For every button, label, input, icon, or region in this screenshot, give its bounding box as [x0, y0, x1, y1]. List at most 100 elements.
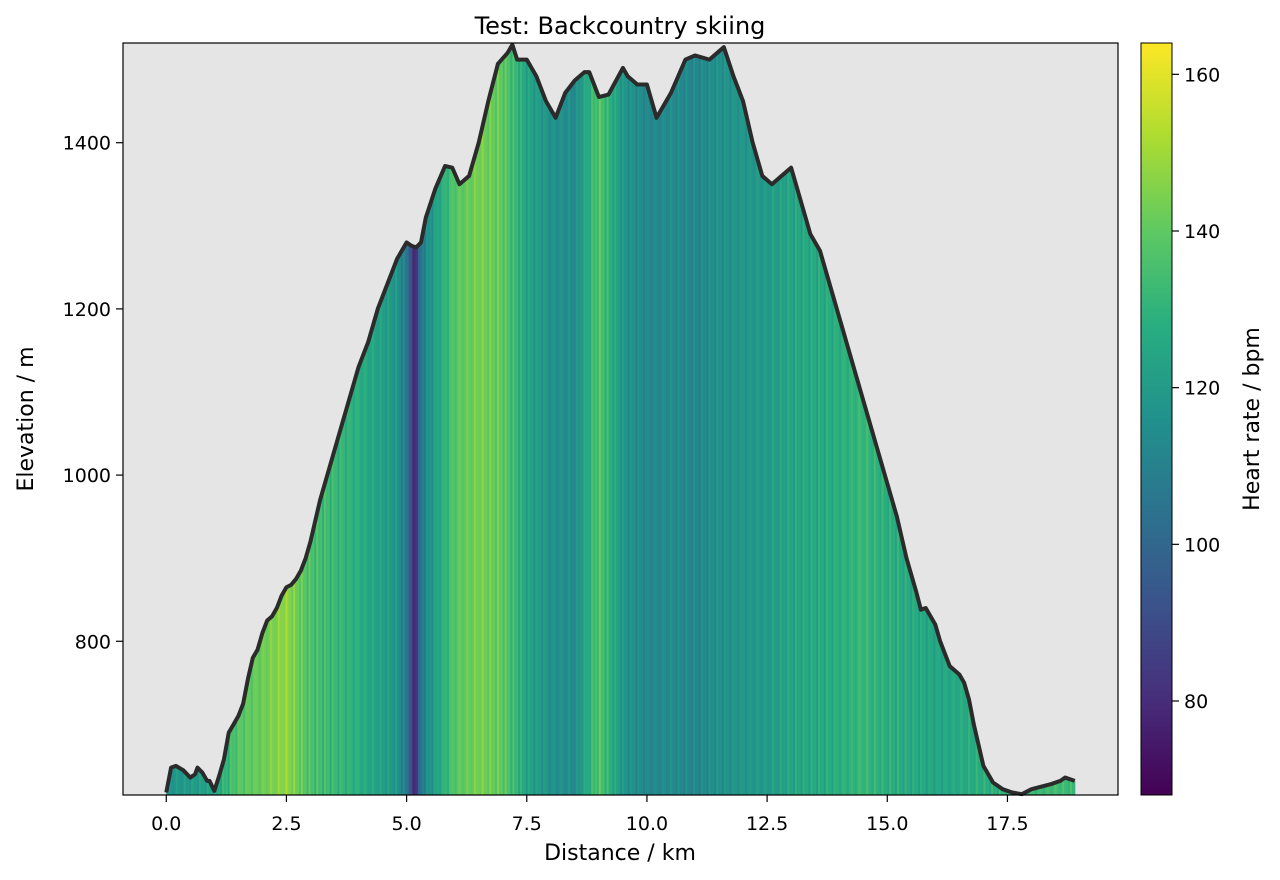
heart-rate-strip	[854, 373, 858, 795]
heart-rate-strip	[994, 784, 998, 795]
heart-rate-strip	[360, 359, 363, 795]
heart-rate-strip	[289, 585, 292, 795]
heart-rate-strip	[293, 581, 296, 795]
heart-rate-strip	[189, 777, 192, 795]
heart-rate-strip	[195, 771, 198, 795]
heart-rate-strip	[1069, 779, 1073, 795]
heart-rate-strip	[1066, 778, 1069, 795]
colorbar-tick-label: 80	[1184, 691, 1208, 713]
heart-rate-strip	[1004, 790, 1008, 795]
heart-rate-strip	[370, 332, 373, 795]
heart-rate-strip	[475, 149, 479, 796]
heart-rate-strip	[727, 61, 731, 795]
heart-rate-strip	[962, 681, 965, 795]
heart-rate-strip	[864, 406, 867, 795]
heart-rate-strip	[525, 59, 529, 796]
heart-rate-strip	[462, 180, 465, 795]
heart-rate-strip	[760, 172, 763, 795]
heart-rate-strip	[658, 112, 661, 796]
heart-rate-strip	[385, 286, 388, 795]
heart-rate-strip	[450, 167, 454, 795]
heart-rate-strip	[654, 114, 658, 795]
heart-rate-strip	[510, 46, 513, 795]
heart-rate-strip	[537, 81, 540, 796]
heart-rate-strip	[985, 770, 988, 795]
heart-rate-strip	[769, 183, 773, 795]
heart-rate-strip	[825, 274, 829, 795]
heart-rate-strip	[254, 652, 258, 795]
heart-rate-strip	[983, 767, 986, 795]
heart-rate-strip	[448, 167, 452, 796]
heart-rate-strip	[704, 58, 708, 795]
heart-rate-strip	[683, 61, 686, 795]
heart-rate-strip	[725, 55, 729, 795]
heart-rate-strip	[570, 85, 573, 795]
heart-rate-strip	[989, 777, 992, 795]
heart-rate-strip	[329, 463, 333, 795]
heart-rate-strip	[848, 353, 852, 795]
heart-rate-strip	[568, 87, 571, 796]
heart-rate-strip	[894, 513, 898, 795]
heart-rate-strip	[618, 75, 621, 795]
heart-rate-strip	[366, 344, 369, 795]
heart-rate-strip	[656, 116, 660, 796]
heart-rate-strip	[506, 52, 510, 796]
heart-rate-strip	[787, 170, 790, 795]
heart-rate-strip	[304, 558, 308, 795]
heart-rate-strip	[818, 249, 821, 795]
heart-rate-strip	[335, 443, 338, 795]
heart-rate-strip	[198, 770, 202, 795]
heart-rate-strip	[562, 97, 565, 796]
heart-rate-strip	[960, 677, 963, 795]
heart-rate-strip	[268, 618, 271, 795]
heart-rate-strip	[223, 753, 227, 795]
heart-rate-strip	[746, 121, 750, 795]
heart-rate-strip	[300, 568, 304, 795]
heart-rate-strip	[1041, 786, 1044, 795]
y-axis: 800 1000 1200 1400	[63, 133, 123, 653]
heart-rate-strip	[916, 595, 919, 795]
heart-rate-strip	[396, 257, 400, 795]
heart-rate-strip	[170, 767, 173, 795]
heart-rate-strip	[896, 520, 900, 795]
heart-rate-strip	[1046, 784, 1050, 795]
heart-rate-strip	[595, 89, 598, 795]
heart-rate-strip	[877, 453, 881, 795]
heart-rate-strip	[347, 403, 350, 795]
heart-rate-strip	[998, 787, 1002, 795]
heart-rate-strip	[710, 57, 713, 795]
heart-rate-strip	[193, 774, 196, 795]
heart-rate-strip	[533, 72, 537, 795]
heart-rate-strip	[423, 222, 427, 796]
heart-rate-strip	[979, 753, 983, 795]
heart-rate-strip	[391, 271, 394, 795]
heart-rate-strip	[202, 775, 206, 795]
heart-rate-strip	[964, 686, 967, 795]
heart-rate-strip	[218, 775, 221, 795]
heart-rate-strip	[889, 493, 892, 795]
heart-rate-strip	[831, 293, 835, 795]
heart-rate-strip	[548, 107, 552, 795]
heart-rate-strip	[914, 588, 917, 795]
heart-rate-strip	[173, 766, 177, 795]
heart-rate-strip	[602, 95, 606, 795]
heart-rate-strip	[975, 736, 979, 795]
heart-rate-strip	[443, 168, 446, 796]
heart-rate-strip	[260, 636, 263, 795]
heart-rate-strip	[412, 246, 415, 795]
heart-rate-strip	[437, 181, 440, 795]
heart-rate-strip	[923, 608, 927, 795]
heart-rate-strip	[798, 197, 802, 796]
heart-rate-strip	[739, 93, 742, 795]
heart-rate-strip	[418, 244, 421, 796]
heart-rate-strip	[748, 130, 752, 795]
heart-rate-strip	[560, 102, 563, 795]
plot-frame	[122, 42, 1119, 796]
heart-rate-strip	[414, 247, 417, 795]
heart-rate-strip	[245, 688, 248, 795]
heart-rate-strip	[456, 179, 460, 795]
heart-rate-strip	[629, 78, 633, 796]
heart-rate-strip	[764, 178, 767, 795]
heart-rate-strip	[464, 179, 467, 795]
heart-rate-strip	[723, 50, 727, 796]
